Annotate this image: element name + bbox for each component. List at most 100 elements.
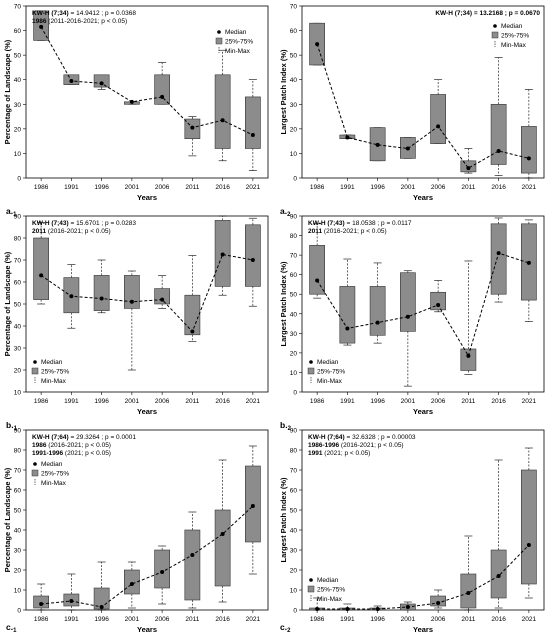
x-tick-label: 2001 — [401, 398, 416, 405]
x-tick-label: 2011 — [461, 184, 475, 191]
iqr-box — [521, 126, 537, 174]
median-marker — [405, 146, 410, 151]
panel-b1: 10 20 30 40 50 60 70 80 90 1986 1991 1996 2001 2006 20… — [3, 214, 269, 432]
y-tick-label: 40 — [290, 311, 298, 318]
panel-label-subscript: 1 — [14, 426, 18, 432]
y-tick-label: 30 — [290, 548, 298, 555]
median-marker — [99, 605, 104, 609]
y-tick-label: 50 — [14, 302, 22, 309]
panel-label: b.2 — [280, 420, 292, 432]
y-tick-label: 40 — [14, 528, 22, 535]
y-axis-title: Largest Patch Index (%) — [279, 477, 288, 563]
iqr-box — [184, 294, 201, 336]
stat-text-normal: (2016-2021; p < 0.05) — [46, 228, 111, 235]
legend: Median 25%-75% Min-Max — [215, 29, 253, 55]
median-marker — [250, 258, 255, 262]
y-tick-label: 10 — [290, 151, 298, 158]
legend-median-marker — [217, 30, 221, 34]
median-marker — [220, 118, 225, 123]
legend-median-label: Median — [41, 359, 63, 366]
y-tick-label: 30 — [290, 102, 298, 109]
median-marker — [436, 601, 441, 605]
legend-median-marker — [309, 578, 313, 582]
x-tick-label: 1991 — [64, 398, 79, 405]
iqr-box — [369, 286, 386, 336]
legend-iqr-swatch — [215, 37, 223, 45]
iqr-box — [154, 549, 170, 589]
stat-text: KW-H (7;43) = 15.6701 ; p = 0.0283 — [32, 220, 136, 227]
iqr-box — [93, 74, 110, 88]
stat-text-bold: 2011 — [308, 228, 322, 235]
legend-iqr-label: 25%-75% — [41, 369, 69, 376]
y-tick-label: 70 — [14, 4, 22, 11]
y-tick-label: 0 — [293, 608, 297, 615]
stat-text-normal: = 32.6328 ; p = 0.00003 — [345, 434, 416, 441]
stat-text-normal: (2021; p < 0.05) — [63, 450, 111, 457]
stat-text-bold: KW-H (7;64) — [32, 434, 69, 441]
legend-range-label: Min-Max — [317, 596, 343, 603]
x-tick-label: 2016 — [491, 398, 506, 405]
box-2001 — [400, 270, 416, 387]
panel-label-letter: a. — [6, 206, 13, 216]
legend-range-label: Min-Max — [501, 42, 527, 49]
panel-label: c.1 — [6, 622, 17, 634]
median-marker — [345, 607, 350, 611]
y-tick-label: 20 — [14, 126, 22, 133]
y-axis-title: Percentage of Landscape (%) — [3, 251, 12, 356]
panel-label: c.2 — [280, 622, 291, 634]
stat-text-bold: 1986 — [32, 442, 47, 449]
y-tick-label: 10 — [290, 588, 298, 595]
x-axis-title: Years — [413, 193, 433, 202]
y-tick-label: 40 — [290, 77, 298, 84]
x-axis-title: Years — [413, 407, 433, 416]
x-tick-label: 2001 — [401, 616, 416, 623]
median-marker — [315, 42, 320, 47]
y-axis-title: Largest Patch Index (%) — [279, 261, 288, 347]
stat-text: KW-H (7;34) = 14.9412 ; p = 0.0368 — [32, 10, 136, 17]
stat-text-normal: (2021; p < 0.05) — [322, 450, 370, 457]
x-tick-label: 2021 — [522, 184, 537, 191]
stat-text-bold: 1991-1996 — [32, 450, 63, 457]
y-tick-label: 30 — [14, 548, 22, 555]
legend-iqr-swatch — [307, 585, 315, 593]
stat-text-bold: KW-H (7;43) — [308, 220, 345, 227]
x-axis-title: Years — [137, 193, 157, 202]
y-tick-label: 80 — [14, 448, 22, 455]
median-marker — [315, 607, 320, 611]
legend-median-marker — [33, 462, 37, 466]
x-tick-label: 1986 — [310, 398, 325, 405]
x-tick-label: 2011 — [185, 184, 199, 191]
y-tick-label: 80 — [290, 233, 298, 240]
box-1986 — [309, 223, 325, 299]
panel-b2: 0 10 20 30 40 50 60 70 80 90 1986 1991 1996 2001 2006 2… — [279, 214, 545, 432]
median-trend-line — [40, 253, 253, 333]
stat-text-normal: = 29.3264 ; p = 0.0001 — [69, 434, 137, 441]
x-tick-label: 1991 — [340, 184, 355, 191]
median-marker — [69, 294, 74, 299]
median-marker — [375, 607, 380, 611]
panel-c2: 0 10 20 30 40 50 60 70 80 90 1986 1991 1996 2001 2006 2… — [279, 428, 545, 634]
median-marker — [496, 251, 501, 256]
median-marker — [69, 78, 74, 83]
median-marker — [99, 296, 104, 301]
stat-text-bold: KW-H (7;64) — [308, 434, 345, 441]
panel-label-subscript: 2 — [287, 212, 291, 218]
legend-median-label: Median — [501, 23, 523, 30]
y-tick-label: 0 — [17, 176, 21, 183]
x-tick-label: 2011 — [461, 398, 475, 405]
box-2006 — [430, 280, 446, 313]
legend-iqr-label: 25%-75% — [41, 471, 69, 478]
x-tick-label: 2011 — [185, 398, 199, 405]
panel-c1: 0 10 20 30 40 50 60 70 80 90 1986 1991 1996 2001 2006 2… — [3, 428, 269, 634]
iqr-box — [460, 348, 477, 371]
legend-median-label: Median — [317, 359, 339, 366]
y-tick-label: 30 — [14, 102, 22, 109]
median-marker — [69, 599, 74, 603]
y-tick-label: 60 — [14, 28, 22, 35]
y-tick-label: 90 — [14, 428, 22, 435]
x-tick-label: 1996 — [94, 184, 109, 191]
x-tick-label: 2021 — [522, 398, 537, 405]
x-tick-label: 2006 — [431, 184, 446, 191]
box-2006 — [154, 545, 170, 605]
box-2016 — [490, 217, 507, 303]
